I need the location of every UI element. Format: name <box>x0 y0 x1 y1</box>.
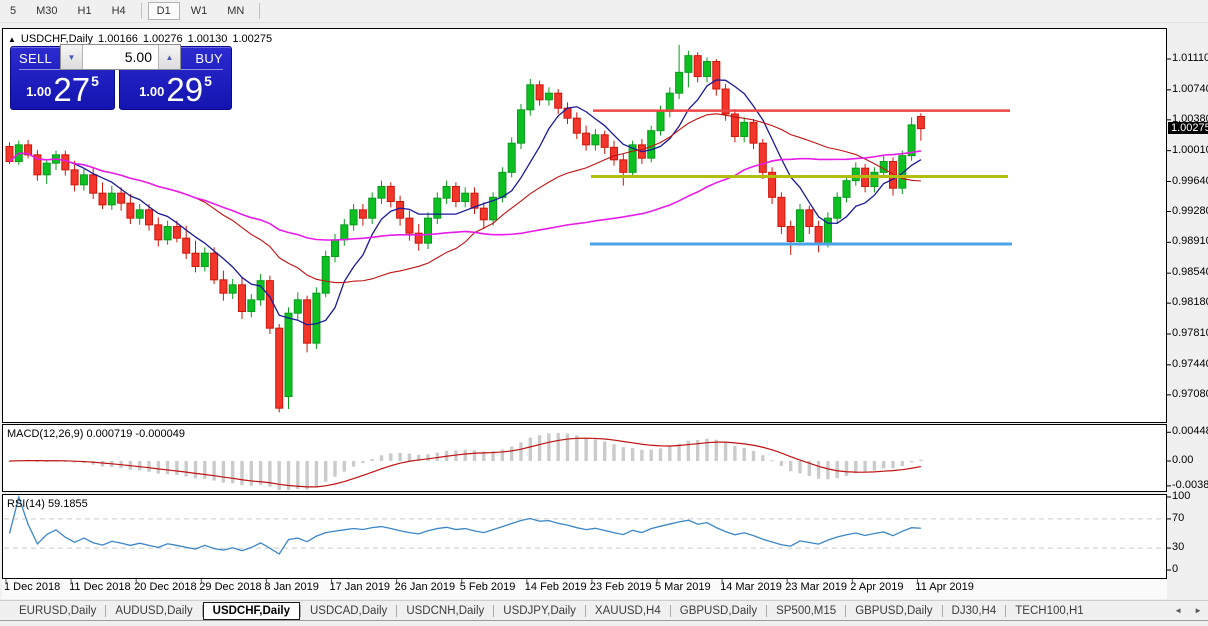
current-price-tag: 1.00275 <box>1168 121 1208 134</box>
collapse-arrow-icon[interactable]: ▲ <box>8 34 16 44</box>
chart-tab-gbpusd-9[interactable]: GBPUSD,Daily <box>855 604 933 617</box>
price-label: 1.00740 <box>1172 82 1208 95</box>
volume-decrease-button[interactable]: ▼ <box>61 45 83 69</box>
chart-tab-usdchf-2[interactable]: USDCHF,Daily <box>202 601 300 620</box>
price-label: 0.98180 <box>1172 296 1208 309</box>
chart-tab-bar: EURUSD,Daily AUDUSD,Daily USDCHF,Daily USDC… <box>0 600 1208 621</box>
ohlc-open: 1.00166 <box>98 33 138 45</box>
date-label: 5 Mar 2019 <box>655 581 711 593</box>
date-label: 23 Mar 2019 <box>785 581 847 593</box>
date-label: 26 Jan 2019 <box>394 581 456 593</box>
price-label: 0.99640 <box>1172 174 1208 187</box>
date-label: 8 Jan 2019 <box>264 581 319 593</box>
chart-tab-sp500-8[interactable]: SP500,M15 <box>776 604 837 617</box>
price-label: 0.97440 <box>1172 357 1208 370</box>
price-label: 1.00010 <box>1172 143 1208 156</box>
price-label: 1.01110 <box>1172 52 1208 64</box>
timeframe-button-mn[interactable]: MN <box>227 5 245 17</box>
tab-scroll-arrows: ◄ ► <box>1174 606 1202 615</box>
price-label: 0.97080 <box>1172 387 1208 400</box>
chart-tab-gbpusd-7[interactable]: GBPUSD,Daily <box>679 604 758 617</box>
date-label: 11 Dec 2018 <box>69 581 131 593</box>
date-label: 11 Apr 2019 <box>915 581 974 593</box>
price-label: 0.98540 <box>1172 266 1208 279</box>
chart-tab-eurusd-0[interactable]: EURUSD,Daily <box>19 604 97 617</box>
chart-tab-usdcnh-4[interactable]: USDCNH,Daily <box>406 604 485 617</box>
timeframe-button-w1[interactable]: W1 <box>190 5 208 17</box>
timeframe-button-d1[interactable]: D1 <box>147 2 180 20</box>
sell-price: 1.00 27 5 <box>26 71 99 108</box>
tab-separator <box>584 604 586 617</box>
ohlc-high: 1.00276 <box>142 33 183 45</box>
timeframe-button-h4[interactable]: H4 <box>111 5 126 17</box>
tab-separator <box>766 604 768 617</box>
chart-tab-usdcad-3[interactable]: USDCAD,Daily <box>309 604 388 617</box>
rsi-axis-label: 0 <box>1172 563 1179 575</box>
rsi-axis-label: 70 <box>1172 511 1185 524</box>
tab-separator <box>105 604 107 617</box>
volume-increase-button[interactable]: ▲ <box>158 45 180 69</box>
chart-symbol: USDCHF,Daily <box>20 33 94 45</box>
macd-axis-label: 0.004487 <box>1172 425 1208 438</box>
tab-separator <box>299 604 301 617</box>
toolbar-separator <box>140 3 142 19</box>
date-label: 29 Dec 2018 <box>199 581 262 593</box>
buy-price: 1.00 29 5 <box>139 71 212 108</box>
rsi-panel[interactable] <box>2 494 1167 579</box>
tab-separator <box>201 604 203 617</box>
date-label: 17 Jan 2019 <box>329 581 391 593</box>
price-axis: 1.01110 1.00740 1.00380 1.00010 0.99640 0.992… <box>1167 0 1208 626</box>
ohlc-close: 1.00275 <box>232 33 273 45</box>
timeframe-button-h1[interactable]: H1 <box>77 5 92 17</box>
tab-scroll-left-icon[interactable]: ◄ <box>1174 606 1183 615</box>
macd-label: MACD(12,26,9) 0.000719 -0.000049 <box>7 428 185 440</box>
tab-separator <box>941 604 943 617</box>
chart-tab-usdjpy-5[interactable]: USDJPY,Daily <box>503 604 576 617</box>
timeframe-button-5[interactable]: 5 <box>10 5 17 17</box>
macd-axis-label: -0.003883 <box>1172 478 1208 491</box>
date-label: 14 Mar 2019 <box>720 581 782 593</box>
tab-separator <box>493 604 495 617</box>
volume-input[interactable] <box>83 45 158 69</box>
macd-axis-label: 0.00 <box>1172 454 1194 466</box>
rsi-label: RSI(14) 59.1855 <box>7 498 88 510</box>
chart-header: ▲ USDCHF,Daily 1.00166 1.00276 1.00130 1… <box>8 33 272 45</box>
chart-tab-dj30-10[interactable]: DJ30,H4 <box>951 604 997 617</box>
chart-tab-tech100-11[interactable]: TECH100,H1 <box>1015 604 1084 617</box>
tab-scroll-right-icon[interactable]: ► <box>1194 606 1202 615</box>
chart-tab-xauusd-6[interactable]: XAUUSD,H4 <box>594 604 661 617</box>
date-axis-strip <box>2 579 1167 599</box>
date-label: 14 Feb 2019 <box>524 581 587 593</box>
date-label: 1 Dec 2018 <box>4 581 61 593</box>
tab-separator <box>845 604 847 617</box>
volume-spinner: ▼ ▲ <box>60 44 181 70</box>
tab-separator <box>1005 604 1007 617</box>
date-label: 20 Dec 2018 <box>134 581 197 593</box>
date-label: 23 Feb 2019 <box>589 581 652 593</box>
ohlc-low: 1.00130 <box>187 33 228 45</box>
timeframe-toolbar: 5 M30 H1 H4 D1 W1 MN <box>0 0 1208 23</box>
date-label: 2 Apr 2019 <box>850 581 904 593</box>
rsi-axis-label: 30 <box>1172 541 1185 554</box>
rsi-axis-label: 100 <box>1172 490 1191 502</box>
price-label: 0.99280 <box>1172 204 1208 217</box>
date-label: 5 Feb 2019 <box>459 581 516 593</box>
price-label: 0.97810 <box>1172 327 1208 339</box>
chart-tab-audusd-1[interactable]: AUDUSD,Daily <box>115 604 193 617</box>
tab-separator <box>396 604 398 617</box>
tab-separator <box>669 604 671 617</box>
price-label: 0.98910 <box>1172 235 1208 248</box>
toolbar-separator <box>259 3 261 19</box>
timeframe-button-m30[interactable]: M30 <box>36 5 58 17</box>
